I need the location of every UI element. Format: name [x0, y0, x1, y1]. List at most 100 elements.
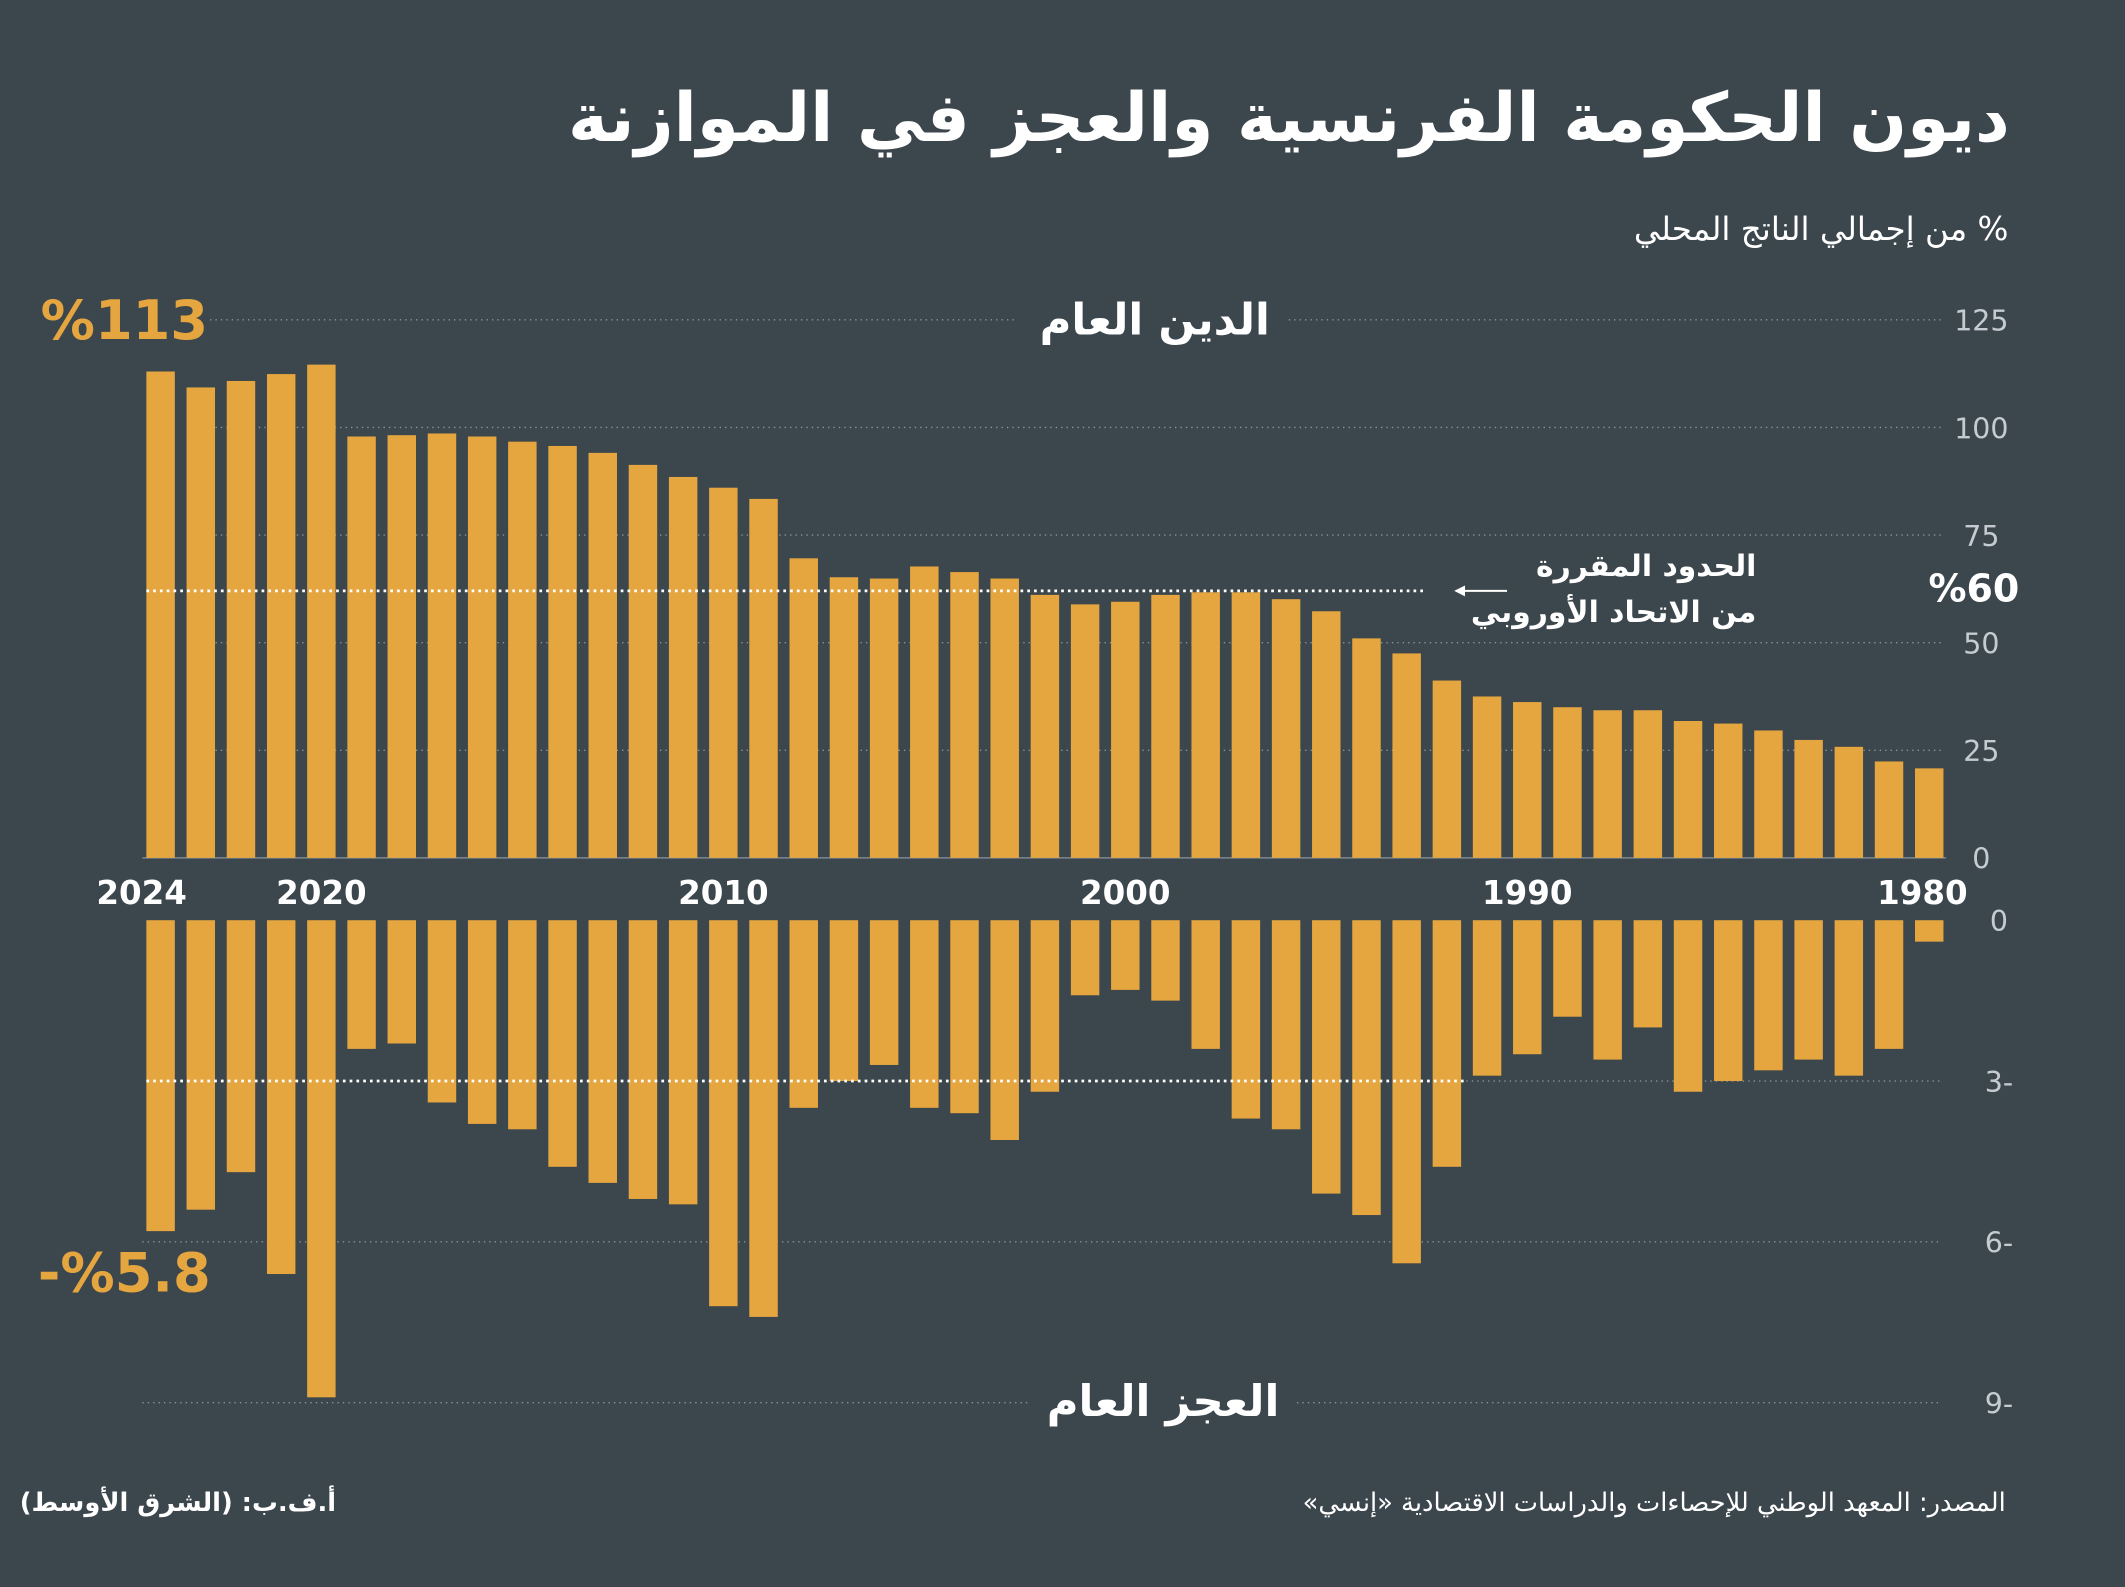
debt-bar-1989 — [1553, 707, 1582, 858]
deficit-bar-2002 — [1030, 920, 1060, 1092]
credit-note: أ.ف.ب: (الشرق الأوسط) — [20, 1485, 336, 1518]
x-tick-label: 2024 — [96, 874, 186, 912]
debt-bar-1999 — [1151, 594, 1180, 858]
deficit-bar-1988 — [1593, 920, 1622, 1060]
deficit-bar-2020 — [307, 920, 336, 1398]
y-tick-label: 9- — [1985, 1388, 2013, 1421]
deficit-bar-2003 — [990, 920, 1019, 1141]
debt-bar-2005 — [910, 566, 939, 858]
deficit-bar-2011 — [668, 920, 698, 1205]
deficit-bar-2017 — [427, 920, 457, 1103]
deficit-bar-1991 — [1472, 920, 1502, 1076]
deficit-panel-title: العجز العام — [1047, 1377, 1280, 1427]
y-tick-label: 25 — [1963, 735, 1999, 768]
debt-bar-2010 — [709, 487, 738, 858]
deficit-bar-2013 — [588, 920, 617, 1183]
debt-bar-2023 — [186, 387, 216, 858]
eu-note-line1: الحدود المقررة — [1536, 549, 1756, 584]
debt-highlight-label: %113 — [41, 289, 208, 352]
x-tick-label: 1980 — [1877, 874, 1967, 912]
y-tick-label: 6- — [1985, 1227, 2013, 1260]
deficit-bar-2000 — [1111, 920, 1140, 990]
source-note: المصدر: المعهد الوطني للإحصاءات والدراسا… — [1303, 1488, 2006, 1518]
debt-bar-2011 — [668, 476, 698, 858]
debt-bar-2008 — [789, 558, 818, 858]
debt-bar-1987 — [1633, 710, 1663, 858]
debt-bar-2017 — [427, 433, 457, 858]
debt-bar-2018 — [387, 435, 417, 858]
debt-bar-2016 — [467, 436, 497, 858]
debt-bar-2022 — [226, 380, 256, 858]
debt-bar-1992 — [1432, 680, 1462, 858]
y-tick-label: 3- — [1985, 1066, 2013, 1099]
debt-bar-1996 — [1271, 599, 1301, 858]
debt-bar-2021 — [266, 374, 296, 858]
debt-bar-1983 — [1794, 739, 1823, 858]
deficit-bar-2012 — [628, 920, 658, 1199]
chart-subtitle: % من إجمالي الناتج المحلي — [1634, 210, 2009, 248]
x-tick-label: 2000 — [1080, 874, 1171, 912]
debt-bar-2007 — [829, 577, 859, 858]
debt-bar-1991 — [1472, 696, 1502, 858]
deficit-bar-2010 — [709, 920, 738, 1307]
debt-bar-2000 — [1111, 601, 1140, 858]
deficit-bar-1981 — [1874, 920, 1904, 1049]
deficit-bar-2005 — [910, 920, 939, 1108]
deficit-bar-2004 — [950, 920, 979, 1114]
deficit-bar-1986 — [1673, 920, 1703, 1092]
deficit-bar-1987 — [1633, 920, 1663, 1028]
y-tick-label: 0 — [1972, 843, 1990, 876]
y-tick-label: 75 — [1963, 520, 1999, 553]
debt-bar-2003 — [990, 578, 1019, 858]
deficit-bar-2016 — [467, 920, 497, 1124]
debt-title-bg — [1016, 287, 1288, 356]
deficit-bar-2006 — [869, 920, 899, 1065]
debt-bar-2020 — [307, 364, 336, 858]
debt-bar-2004 — [950, 572, 979, 858]
deficit-bar-1983 — [1794, 920, 1823, 1060]
debt-bar-2002 — [1030, 594, 1060, 858]
debt-bar-2012 — [628, 464, 658, 858]
debt-bar-1988 — [1593, 710, 1622, 858]
deficit-bar-1985 — [1714, 920, 1743, 1082]
deficit-bar-2018 — [387, 920, 417, 1044]
debt-bar-2001 — [1070, 604, 1100, 858]
debt-bar-1994 — [1352, 638, 1381, 858]
debt-panel-title: الدين العام — [1040, 296, 1270, 346]
deficit-bar-1999 — [1151, 920, 1180, 1001]
deficit-highlight-label: -%5.8 — [38, 1242, 211, 1305]
chart-title: ديون الحكومة الفرنسية والعجز في الموازنة — [568, 78, 2010, 158]
debt-bar-2009 — [749, 498, 778, 858]
debt-bar-2006 — [869, 578, 899, 858]
eu-note-line2: من الاتحاد الأوروبي — [1471, 593, 1757, 630]
deficit-bar-1984 — [1754, 920, 1783, 1071]
deficit-bar-1982 — [1834, 920, 1864, 1076]
debt-bar-1985 — [1714, 723, 1743, 858]
y-tick-label: 50 — [1963, 628, 1999, 661]
deficit-bar-2008 — [789, 920, 818, 1108]
deficit-bar-2021 — [266, 920, 296, 1275]
deficit-bar-1998 — [1191, 920, 1220, 1049]
y-tick-label: 0 — [1990, 905, 2008, 938]
debt-bar-1980 — [1914, 768, 1944, 858]
debt-bar-2024 — [146, 371, 175, 858]
deficit-bar-2009 — [749, 920, 778, 1317]
arrow-icon — [1454, 585, 1508, 597]
deficit-bar-1990 — [1513, 920, 1542, 1055]
debt-bar-1998 — [1191, 592, 1220, 858]
deficit-bar-1996 — [1271, 920, 1301, 1130]
deficit-bar-1997 — [1231, 920, 1261, 1119]
debt-bar-1982 — [1834, 746, 1864, 858]
deficit-bar-2019 — [347, 920, 376, 1049]
debt-bar-1997 — [1231, 592, 1261, 858]
debt-bar-2019 — [347, 436, 376, 858]
deficit-bar-1989 — [1553, 920, 1582, 1017]
debt-bar-1993 — [1392, 653, 1421, 858]
deficit-bar-2001 — [1070, 920, 1100, 996]
y-tick-label: 125 — [1954, 305, 2008, 338]
deficit-bar-1995 — [1312, 920, 1341, 1194]
y-tick-label: 100 — [1954, 412, 2008, 445]
deficit-bar-2023 — [186, 920, 216, 1210]
debt-bar-2013 — [588, 452, 617, 858]
